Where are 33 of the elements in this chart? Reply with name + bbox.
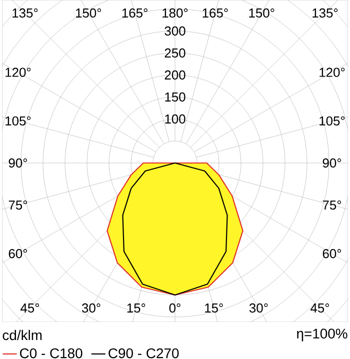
spoke-label: 75° [8, 200, 28, 210]
spoke-label: 90° [8, 158, 28, 168]
spoke-label: 105° [320, 116, 345, 126]
spoke-label: 45° [20, 303, 40, 313]
legend-label: C0 - C180 [20, 348, 82, 358]
spoke-label: 60° [322, 249, 342, 258]
spoke-label: 150° [249, 8, 274, 18]
y-tick-label: 200 [164, 70, 186, 80]
spoke-label: 60° [8, 249, 28, 258]
spoke-label: 165° [202, 8, 228, 18]
legend-label: C90 - C270 [108, 348, 179, 358]
spoke-label: 15° [127, 303, 146, 313]
spoke-label: 30° [82, 303, 100, 313]
spoke-label: 30° [249, 303, 268, 313]
y-tick-label: 150 [165, 92, 186, 102]
spoke-label: 120° [320, 68, 345, 77]
spoke-label: 105° [6, 116, 31, 126]
spoke-label: 75° [322, 200, 342, 210]
y-tick-label: 250 [164, 48, 186, 58]
spoke-label: 90° [322, 158, 342, 168]
y-tick-label: 300 [164, 26, 186, 36]
text: η=100% [296, 328, 348, 342]
spoke-label: 0° [169, 303, 180, 313]
spoke-label: 165° [122, 8, 148, 18]
spoke-label: 150° [76, 8, 102, 18]
spoke-label: 45° [310, 303, 330, 313]
y-tick-label: 100 [165, 114, 186, 124]
text: cd/klm [2, 330, 42, 340]
spoke-label: 180° [162, 8, 188, 18]
spoke-label: 135° [12, 8, 38, 18]
spoke-label: 135° [312, 8, 338, 18]
spoke-label: 120° [6, 68, 31, 77]
spoke-label: 15° [205, 303, 223, 313]
